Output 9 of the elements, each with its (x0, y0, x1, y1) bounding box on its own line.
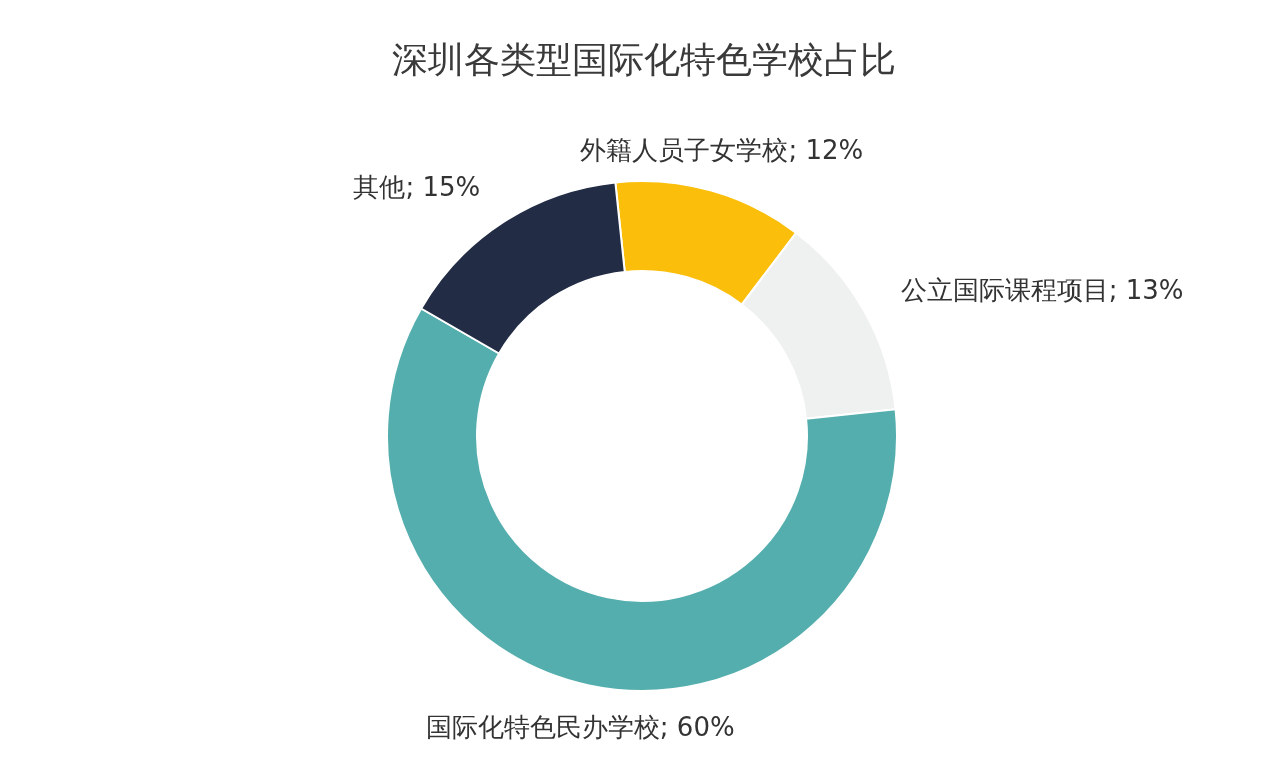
data-label: ; 12% (788, 134, 864, 165)
data-label: ; 60% (659, 711, 735, 742)
slice-label: 外籍人员子女学校 (580, 134, 789, 165)
chart-title: 深圳各类型国际化特色学校占比 (392, 39, 896, 80)
slice-label: 其他 (353, 171, 406, 202)
slice-label: 公立国际课程项目 (900, 275, 1109, 306)
data-label: ; 13% (1108, 275, 1184, 306)
data-label: ; 15% (405, 171, 481, 202)
slice-label: 国际化特色民办学校 (425, 711, 660, 742)
